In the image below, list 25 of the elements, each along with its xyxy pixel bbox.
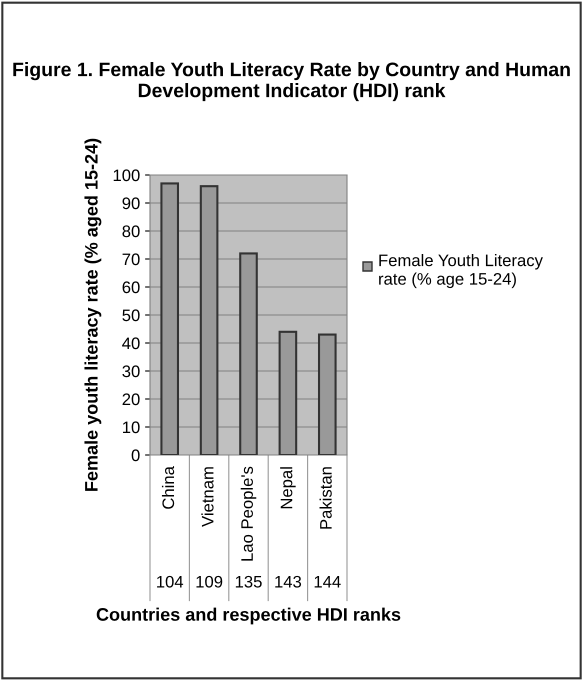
y-tick-label: 50 (122, 309, 140, 322)
chart-title: Figure 1. Female Youth Literacy Rate by Country and Human Development Indicator (HDI) rank (13, 62, 570, 102)
text: 135 (236, 576, 262, 588)
y-tick-label: 70 (122, 253, 140, 266)
y-tick-label: 30 (122, 365, 140, 378)
x-tick-label: China (162, 466, 174, 509)
y-tick-label: 40 (122, 337, 140, 350)
x-axis-title: Countries and respective HDI ranks (96, 608, 400, 624)
y-tick-label: 90 (122, 197, 140, 210)
y-axis-title: Female youth literacy rate (% aged 15-24) (84, 138, 102, 491)
x-tick-label: Lao People's (240, 466, 256, 561)
text: 104 (157, 576, 184, 588)
x-tick-label: Vietnam (201, 467, 214, 527)
y-tick-label: 80 (122, 225, 140, 238)
x-tick-label: Pakistan (320, 467, 332, 529)
text: 144 (314, 576, 341, 588)
x-tick-label: Nepal (280, 467, 296, 508)
y-tick-label: 20 (122, 393, 140, 406)
y-tick-label: 100 (114, 169, 140, 182)
text: 109 (196, 576, 222, 588)
legend-label: Female Youth Literacy rate (% age 15-24) (379, 254, 543, 288)
y-tick-label: 10 (123, 421, 140, 434)
text: 143 (275, 576, 302, 588)
y-tick-label: 60 (122, 281, 140, 294)
y-tick-label: 0 (132, 449, 140, 462)
